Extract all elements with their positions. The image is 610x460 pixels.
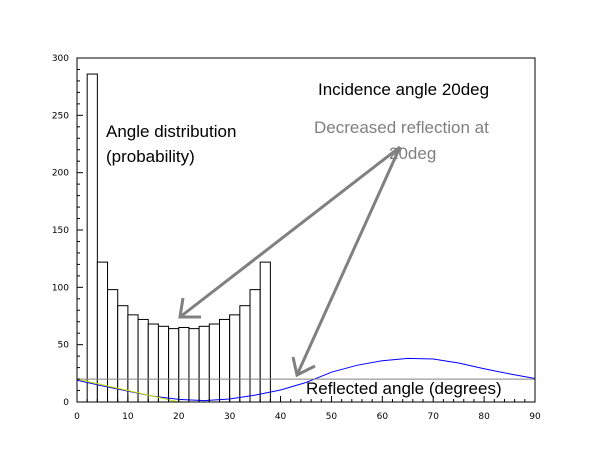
histogram-bar: [137, 318, 149, 403]
histogram-bar: [96, 261, 109, 403]
annotation-decreased-1: Decreased reflection at: [314, 118, 489, 137]
y-tick-label: 300: [52, 54, 69, 64]
arrows: [178, 145, 402, 378]
y-tick-label: 250: [52, 111, 69, 121]
y-tick-label: 150: [52, 226, 69, 236]
histogram-bar: [188, 328, 200, 403]
histogram-bar: [259, 261, 271, 403]
histogram-bar: [178, 326, 190, 403]
arrow-to-histogram: [179, 145, 401, 319]
histogram-bar: [107, 289, 119, 403]
arrow-head-1: [178, 297, 201, 319]
series-line-linear: [76, 378, 179, 403]
x-tick-label: 0: [74, 412, 80, 422]
y-tick-label: 50: [58, 341, 70, 351]
x-tick-label: 10: [122, 412, 134, 422]
annotation-reflected: Reflected angle (degrees): [306, 379, 502, 398]
annotation-decreased-2: 20deg: [389, 144, 436, 163]
arrow-head-2: [291, 356, 316, 378]
histogram-bar: [229, 314, 241, 403]
y-tick-label: 200: [52, 169, 69, 179]
y-tick-label: 100: [52, 283, 69, 293]
histogram-bar: [168, 328, 180, 403]
annotation-distribution-2: (probability): [106, 147, 195, 166]
histogram-bar: [218, 318, 231, 403]
histogram-bar: [117, 305, 129, 403]
histogram-bar: [208, 323, 220, 403]
x-tick-label: 60: [377, 412, 389, 422]
x-tick-label: 40: [275, 412, 287, 422]
histogram-bar: [198, 325, 210, 403]
histogram-bar: [239, 305, 251, 403]
x-tick-label: 90: [529, 412, 541, 422]
x-tick-label: 50: [326, 412, 338, 422]
histogram-bar: [249, 289, 261, 403]
annotation-distribution-1: Angle distribution: [106, 122, 236, 141]
x-tick-label: 20: [173, 412, 185, 422]
annotation-incidence: Incidence angle 20deg: [318, 80, 489, 99]
arrow-to-curve: [295, 146, 402, 376]
histogram-bar: [86, 73, 98, 403]
x-tick-label: 30: [224, 412, 236, 422]
y-tick-label: 0: [63, 398, 69, 408]
x-tick-label: 80: [478, 412, 490, 422]
x-tick-label: 70: [427, 412, 439, 422]
histogram-bar: [157, 325, 170, 403]
histogram-bar: [127, 314, 139, 403]
histogram-bar: [147, 323, 159, 403]
